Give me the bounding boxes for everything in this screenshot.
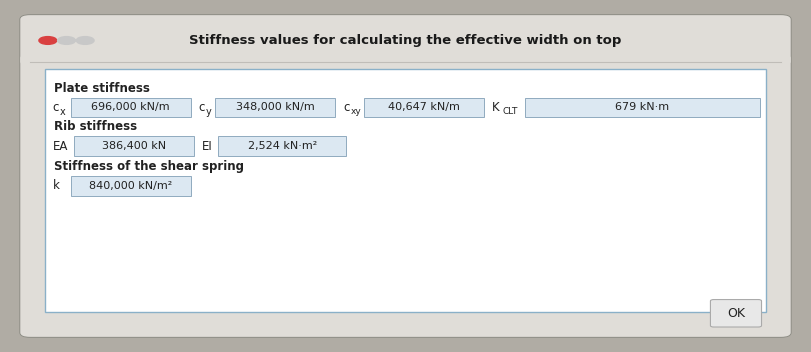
FancyBboxPatch shape xyxy=(20,15,791,337)
Text: x: x xyxy=(60,107,66,117)
Text: 696,000 kN/m: 696,000 kN/m xyxy=(92,102,169,112)
Text: xy: xy xyxy=(350,107,361,117)
Text: 679 kN·m: 679 kN·m xyxy=(616,102,669,112)
Text: Plate stiffness: Plate stiffness xyxy=(54,82,150,94)
Text: 348,000 kN/m: 348,000 kN/m xyxy=(235,102,315,112)
Text: EI: EI xyxy=(202,140,212,152)
Text: 40,647 kN/m: 40,647 kN/m xyxy=(388,102,460,112)
Text: Stiffness values for calculating the effective width on top: Stiffness values for calculating the eff… xyxy=(189,34,622,47)
Text: c: c xyxy=(53,101,59,114)
FancyBboxPatch shape xyxy=(218,137,346,156)
Text: k: k xyxy=(53,180,59,192)
Circle shape xyxy=(76,37,94,44)
Text: c: c xyxy=(343,101,350,114)
FancyBboxPatch shape xyxy=(45,69,766,312)
Text: 840,000 kN/m²: 840,000 kN/m² xyxy=(89,181,172,191)
Circle shape xyxy=(58,37,75,44)
FancyBboxPatch shape xyxy=(71,98,191,117)
FancyBboxPatch shape xyxy=(525,98,760,117)
Text: y: y xyxy=(206,107,212,117)
Text: EA: EA xyxy=(53,140,68,152)
Circle shape xyxy=(39,37,57,44)
Text: Stiffness of the shear spring: Stiffness of the shear spring xyxy=(54,160,244,173)
FancyBboxPatch shape xyxy=(20,15,791,66)
Text: Rib stiffness: Rib stiffness xyxy=(54,120,137,133)
Text: 386,400 kN: 386,400 kN xyxy=(101,141,166,151)
Text: 2,524 kN·m²: 2,524 kN·m² xyxy=(247,141,317,151)
FancyBboxPatch shape xyxy=(20,54,791,337)
Text: K: K xyxy=(492,101,500,114)
Text: OK: OK xyxy=(727,307,745,320)
Bar xyxy=(30,62,781,333)
FancyBboxPatch shape xyxy=(710,300,762,327)
Text: CLT: CLT xyxy=(502,107,517,117)
FancyBboxPatch shape xyxy=(364,98,484,117)
FancyBboxPatch shape xyxy=(74,137,194,156)
FancyBboxPatch shape xyxy=(71,176,191,196)
Text: c: c xyxy=(199,101,205,114)
FancyBboxPatch shape xyxy=(215,98,335,117)
